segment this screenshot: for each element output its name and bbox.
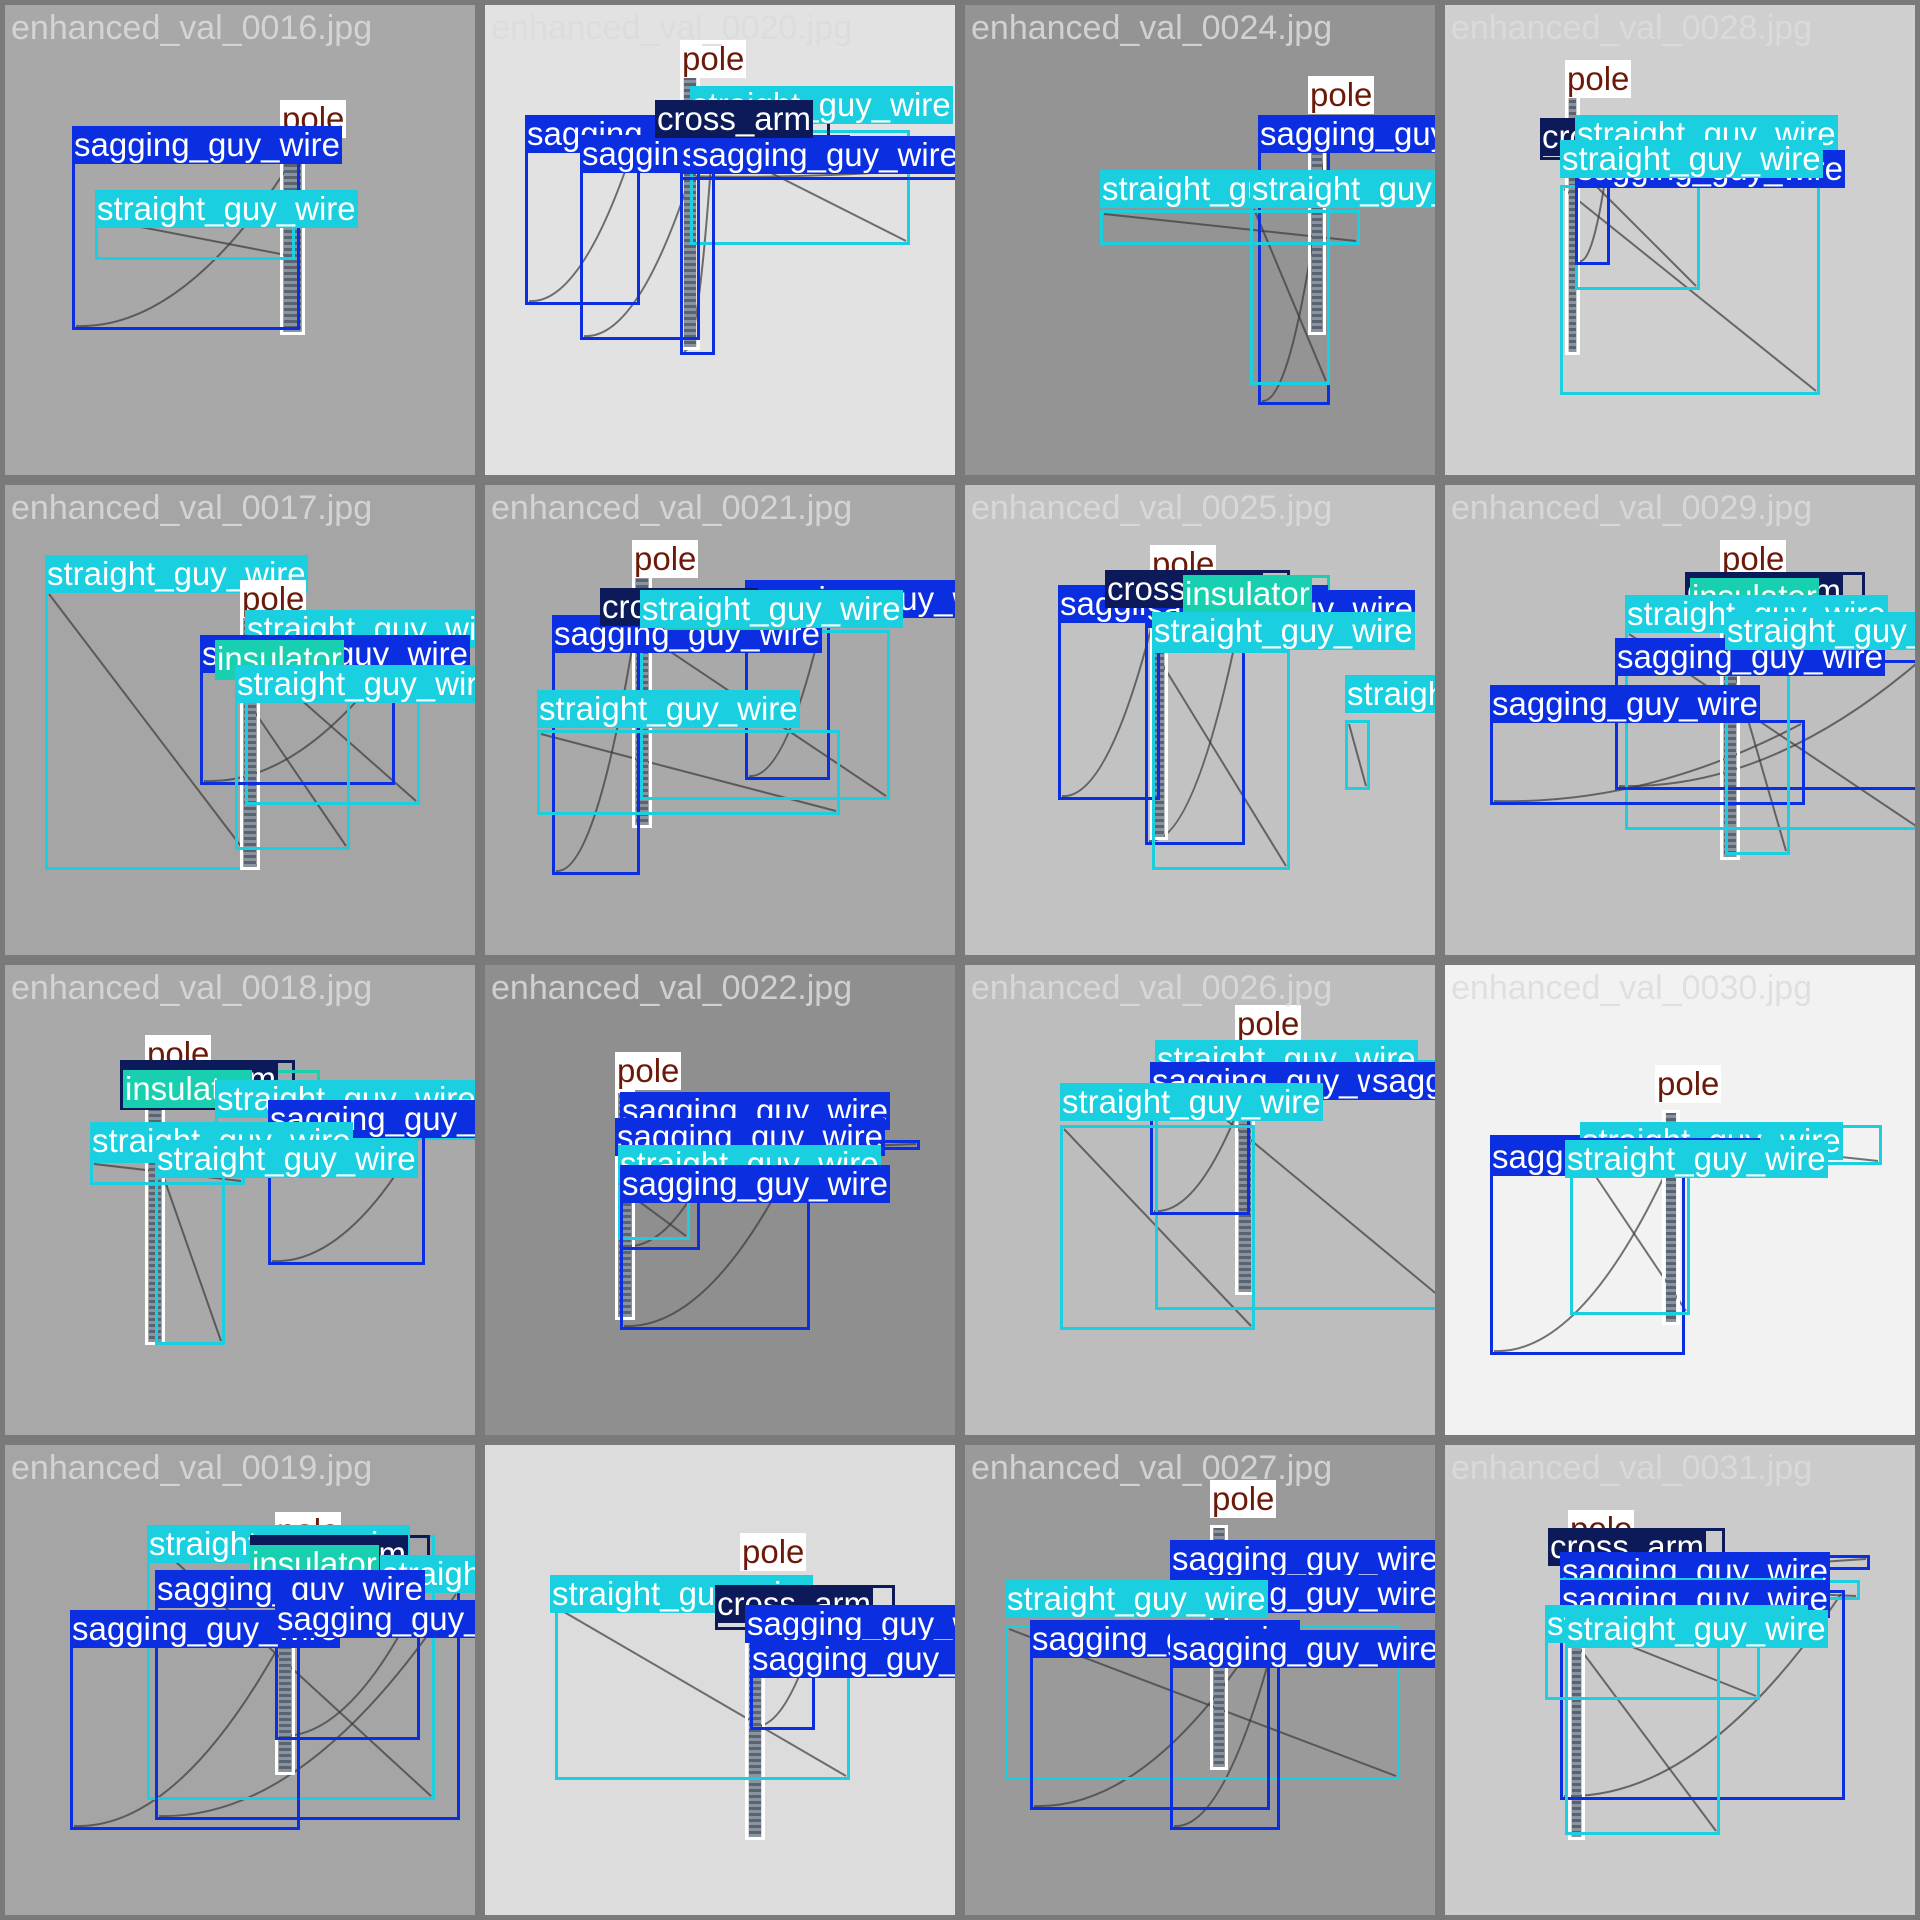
label-straight-guy-wire: straight_guy_wire — [1250, 170, 1435, 208]
label-pole: pole — [680, 40, 747, 78]
label-sagging-guy-wire: sagging_guy_wire — [750, 1640, 955, 1678]
bbox-straight-guy-wire — [1250, 205, 1330, 385]
tile-filename: enhanced_val_0030.jpg — [1451, 969, 1813, 1007]
tile-background — [1445, 5, 1915, 475]
label-cross-arm: cross_arm — [655, 100, 814, 138]
image-tile[interactable]: pole sagging_guy_wire sagging_guy_wire stra… — [485, 965, 955, 1435]
label-sagging-guy-wire: sagging_guy_wire — [620, 1165, 891, 1203]
image-tile[interactable]: polestraight_guy_wiresagging_guy_wiresag… — [485, 5, 955, 475]
label-sagging-guy-wire: sagging_guy_wire — [1258, 115, 1435, 153]
tile-filename: enhanced_val_0026.jpg — [971, 969, 1333, 1007]
tile-filename: enhanced_val_0016.jpg — [11, 9, 373, 47]
image-tile[interactable]: polecross_armsagging_guy_wirestraight_gu… — [1445, 1445, 1915, 1915]
label-sagging-guy-wire: sagging_guy_wire — [1170, 1540, 1435, 1578]
tile-background — [1445, 965, 1915, 1435]
image-tile[interactable]: polecross_arminsulatorstraight_guy_wires… — [5, 965, 475, 1435]
label-straight-guy-wire: straight_guy_wire — [1152, 612, 1415, 650]
tile-background — [5, 965, 475, 1435]
label-straight-guy-wire: straight_guy_wire — [1725, 612, 1915, 650]
label-pole: pole — [1655, 1065, 1722, 1103]
bbox-pole — [1662, 1110, 1680, 1325]
tile-filename: enhanced_val_0025.jpg — [971, 489, 1333, 527]
tile-filename: enhanced_val_0017.jpg — [11, 489, 373, 527]
image-tile[interactable]: polesagging_guy_wiresagging_guy_wirecros… — [485, 485, 955, 955]
label-pole: pole — [615, 1052, 682, 1090]
label-pole: pole — [1235, 1005, 1302, 1043]
label-sagging-guy-wire: sagging_guy_wire — [1490, 685, 1761, 723]
pole-mark — [1666, 1110, 1676, 1325]
tile-filename: enhanced_val_0028.jpg — [1451, 9, 1813, 47]
label-sagging-guy-wire: sagging_guy_wire — [1370, 1062, 1435, 1100]
bbox-straight-guy-wire — [1060, 1125, 1255, 1330]
image-tile[interactable]: pole sagging_guy_wire sagging_guy_wire stra… — [965, 1445, 1435, 1915]
tile-filename: enhanced_val_0021.jpg — [491, 489, 853, 527]
label-straight-guy-wire: straight_guy_wire — [235, 665, 475, 703]
label-straight-guy-wire: straight_guy_wire — [1060, 1083, 1323, 1121]
image-tile[interactable]: straight_guy_wirepolestraight_guy_wiresa… — [5, 485, 475, 955]
label-straight-guy-wire: straight_guy_wire — [95, 190, 358, 228]
wire-sketch — [1563, 168, 1817, 392]
tile-filename: enhanced_val_0023.jpg — [491, 1449, 853, 1487]
label-sagging-guy-wire: sagging_guy_wire — [745, 1605, 955, 1643]
image-tile[interactable]: polestraight_guy_wiresagging_guy_wirestr… — [1445, 965, 1915, 1435]
bbox-straight-guy-wire — [1345, 720, 1370, 790]
tile-filename: enhanced_val_0024.jpg — [971, 9, 1333, 47]
image-tile[interactable]: polesagging_guy_wiresagging_guy_wirecros… — [965, 485, 1435, 955]
image-tile[interactable]: pole straight_guy_wire cross_arm sagging_gu… — [485, 1445, 955, 1915]
tile-filename: enhanced_val_0018.jpg — [11, 969, 373, 1007]
tile-background — [485, 1445, 955, 1915]
tile-filename: enhanced_val_0029.jpg — [1451, 489, 1813, 527]
label-sagging-guy-wire: sagging_guy_wire — [72, 126, 343, 164]
bbox-straight-guy-wire — [1565, 1630, 1720, 1835]
tile-filename: enhanced_val_0027.jpg — [971, 1449, 1333, 1487]
tile-filename: enhanced_val_0022.jpg — [491, 969, 853, 1007]
bbox-straight-guy-wire — [537, 730, 840, 815]
image-tile[interactable]: polestraight_guy_wirecross_arminsulators… — [5, 1445, 475, 1915]
label-pole: pole — [740, 1533, 807, 1571]
label-straight-guy-wire: straight_guy_wire — [1005, 1580, 1268, 1618]
pole-mark — [1572, 1530, 1581, 1840]
label-pole: pole — [1308, 76, 1375, 114]
tile-background — [5, 1445, 475, 1915]
label-pole: pole — [1720, 540, 1787, 578]
label-pole: pole — [1210, 1480, 1277, 1518]
label-pole: pole — [1565, 60, 1632, 98]
image-tile[interactable]: polecross_arminsulatorstraight_guy_wires… — [1445, 5, 1915, 475]
bbox-straight-guy-wire — [1100, 210, 1360, 245]
label-insulator: insulator — [1183, 575, 1312, 613]
bbox-straight-guy-wire — [1152, 650, 1290, 870]
image-tile[interactable]: pole sagging_guy_wire straight_guy_wire enh… — [5, 5, 475, 475]
bbox-straight-guy-wire — [1725, 650, 1790, 855]
label-straight-guy-wire: straight_guy_wire — [155, 1140, 418, 1178]
label-pole: pole — [632, 540, 699, 578]
bbox-straight-guy-wire — [155, 1160, 225, 1345]
label-sagging-guy-wire: sagging_guy_wire — [275, 1600, 475, 1638]
label-sagging-guy-wire: sagging_guy_wire — [1170, 1630, 1435, 1668]
pole-mark — [1312, 115, 1322, 335]
label-straight-guy-wire: straight_guy_wire — [1565, 1140, 1828, 1178]
bbox-straight-guy-wire — [1560, 185, 1820, 395]
tile-filename: enhanced_val_0019.jpg — [11, 1449, 373, 1487]
tile-filename: enhanced_val_0031.jpg — [1451, 1449, 1813, 1487]
bbox-pole — [615, 1090, 635, 1320]
bbox-straight-guy-wire — [235, 685, 350, 850]
tile-background — [485, 5, 955, 475]
image-tile[interactable]: polecross_arminsulatorstraight_guy_wires… — [1445, 485, 1915, 955]
tile-background — [5, 5, 475, 475]
image-tile[interactable]: polesagging_guy_wirestraight_guy_wirestr… — [965, 5, 1435, 475]
tile-background — [965, 1445, 1435, 1915]
tile-background — [1445, 1445, 1915, 1915]
label-straight-guy-wire: straight_guy_wire — [1345, 675, 1435, 713]
bbox-sagging-guy-wire — [680, 160, 715, 355]
label-straight-guy-wire: straight_guy_wire — [537, 690, 800, 728]
label-straight-guy-wire: straight_guy_wire — [1560, 140, 1823, 178]
tile-filename: enhanced_val_0020.jpg — [491, 9, 853, 47]
label-straight-guy-wire: straight_guy_wire — [1565, 1610, 1828, 1648]
label-straight-guy-wire: straight_guy_wire — [640, 590, 903, 628]
label-sagging-guy-wire: sagging_guy_wire — [690, 136, 955, 174]
pole-mark — [1569, 90, 1576, 355]
